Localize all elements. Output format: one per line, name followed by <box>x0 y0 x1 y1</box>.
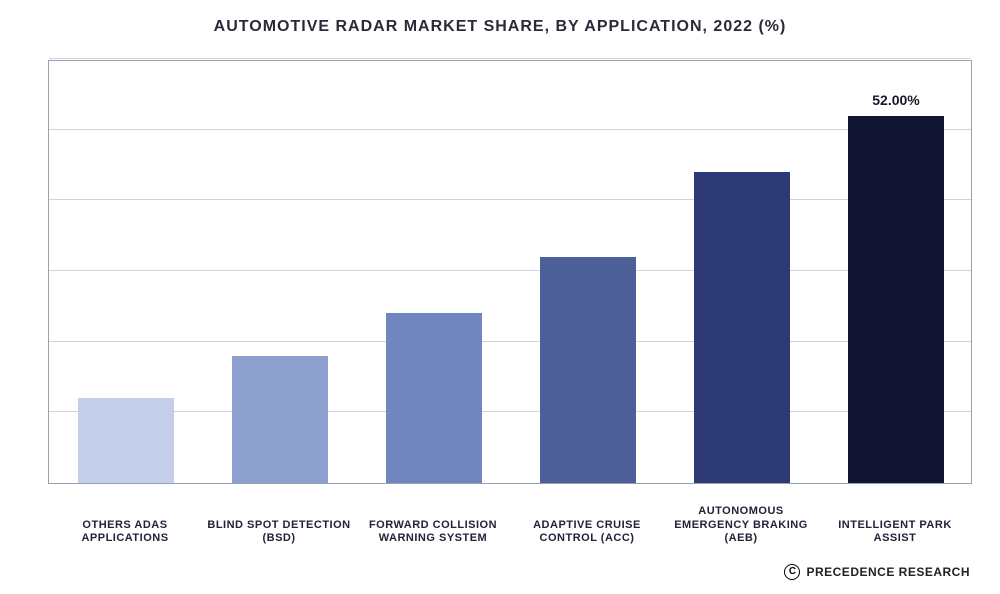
bar <box>848 116 943 483</box>
grid-line <box>49 199 971 200</box>
grid-line <box>49 58 971 59</box>
copyright-icon: C <box>784 564 800 580</box>
category-label: AUTONOMOUS EMERGENCY BRAKING (AEB) <box>668 505 814 546</box>
value-label: 52.00% <box>828 92 963 108</box>
grid-line <box>49 129 971 130</box>
grid-line <box>49 411 971 412</box>
chart-title: AUTOMOTIVE RADAR MARKET SHARE, BY APPLIC… <box>0 0 1000 36</box>
category-label: BLIND SPOT DETECTION (BSD) <box>206 519 352 547</box>
grid-line <box>49 341 971 342</box>
category-label: FORWARD COLLISION WARNING SYSTEM <box>360 519 506 547</box>
plot-area: 52.00% <box>48 60 972 484</box>
bar <box>540 257 635 483</box>
category-label: OTHERS ADAS APPLICATIONS <box>52 519 198 547</box>
bar <box>386 313 481 483</box>
watermark-text: PRECEDENCE RESEARCH <box>806 565 970 579</box>
category-label: ADAPTIVE CRUISE CONTROL (ACC) <box>514 519 660 547</box>
bar <box>232 356 327 483</box>
category-label: INTELLIGENT PARK ASSIST <box>822 519 968 547</box>
grid-line <box>49 270 971 271</box>
bar <box>78 398 173 483</box>
bar <box>694 172 789 483</box>
chart-container: AUTOMOTIVE RADAR MARKET SHARE, BY APPLIC… <box>0 0 1000 594</box>
watermark: C PRECEDENCE RESEARCH <box>784 564 970 580</box>
